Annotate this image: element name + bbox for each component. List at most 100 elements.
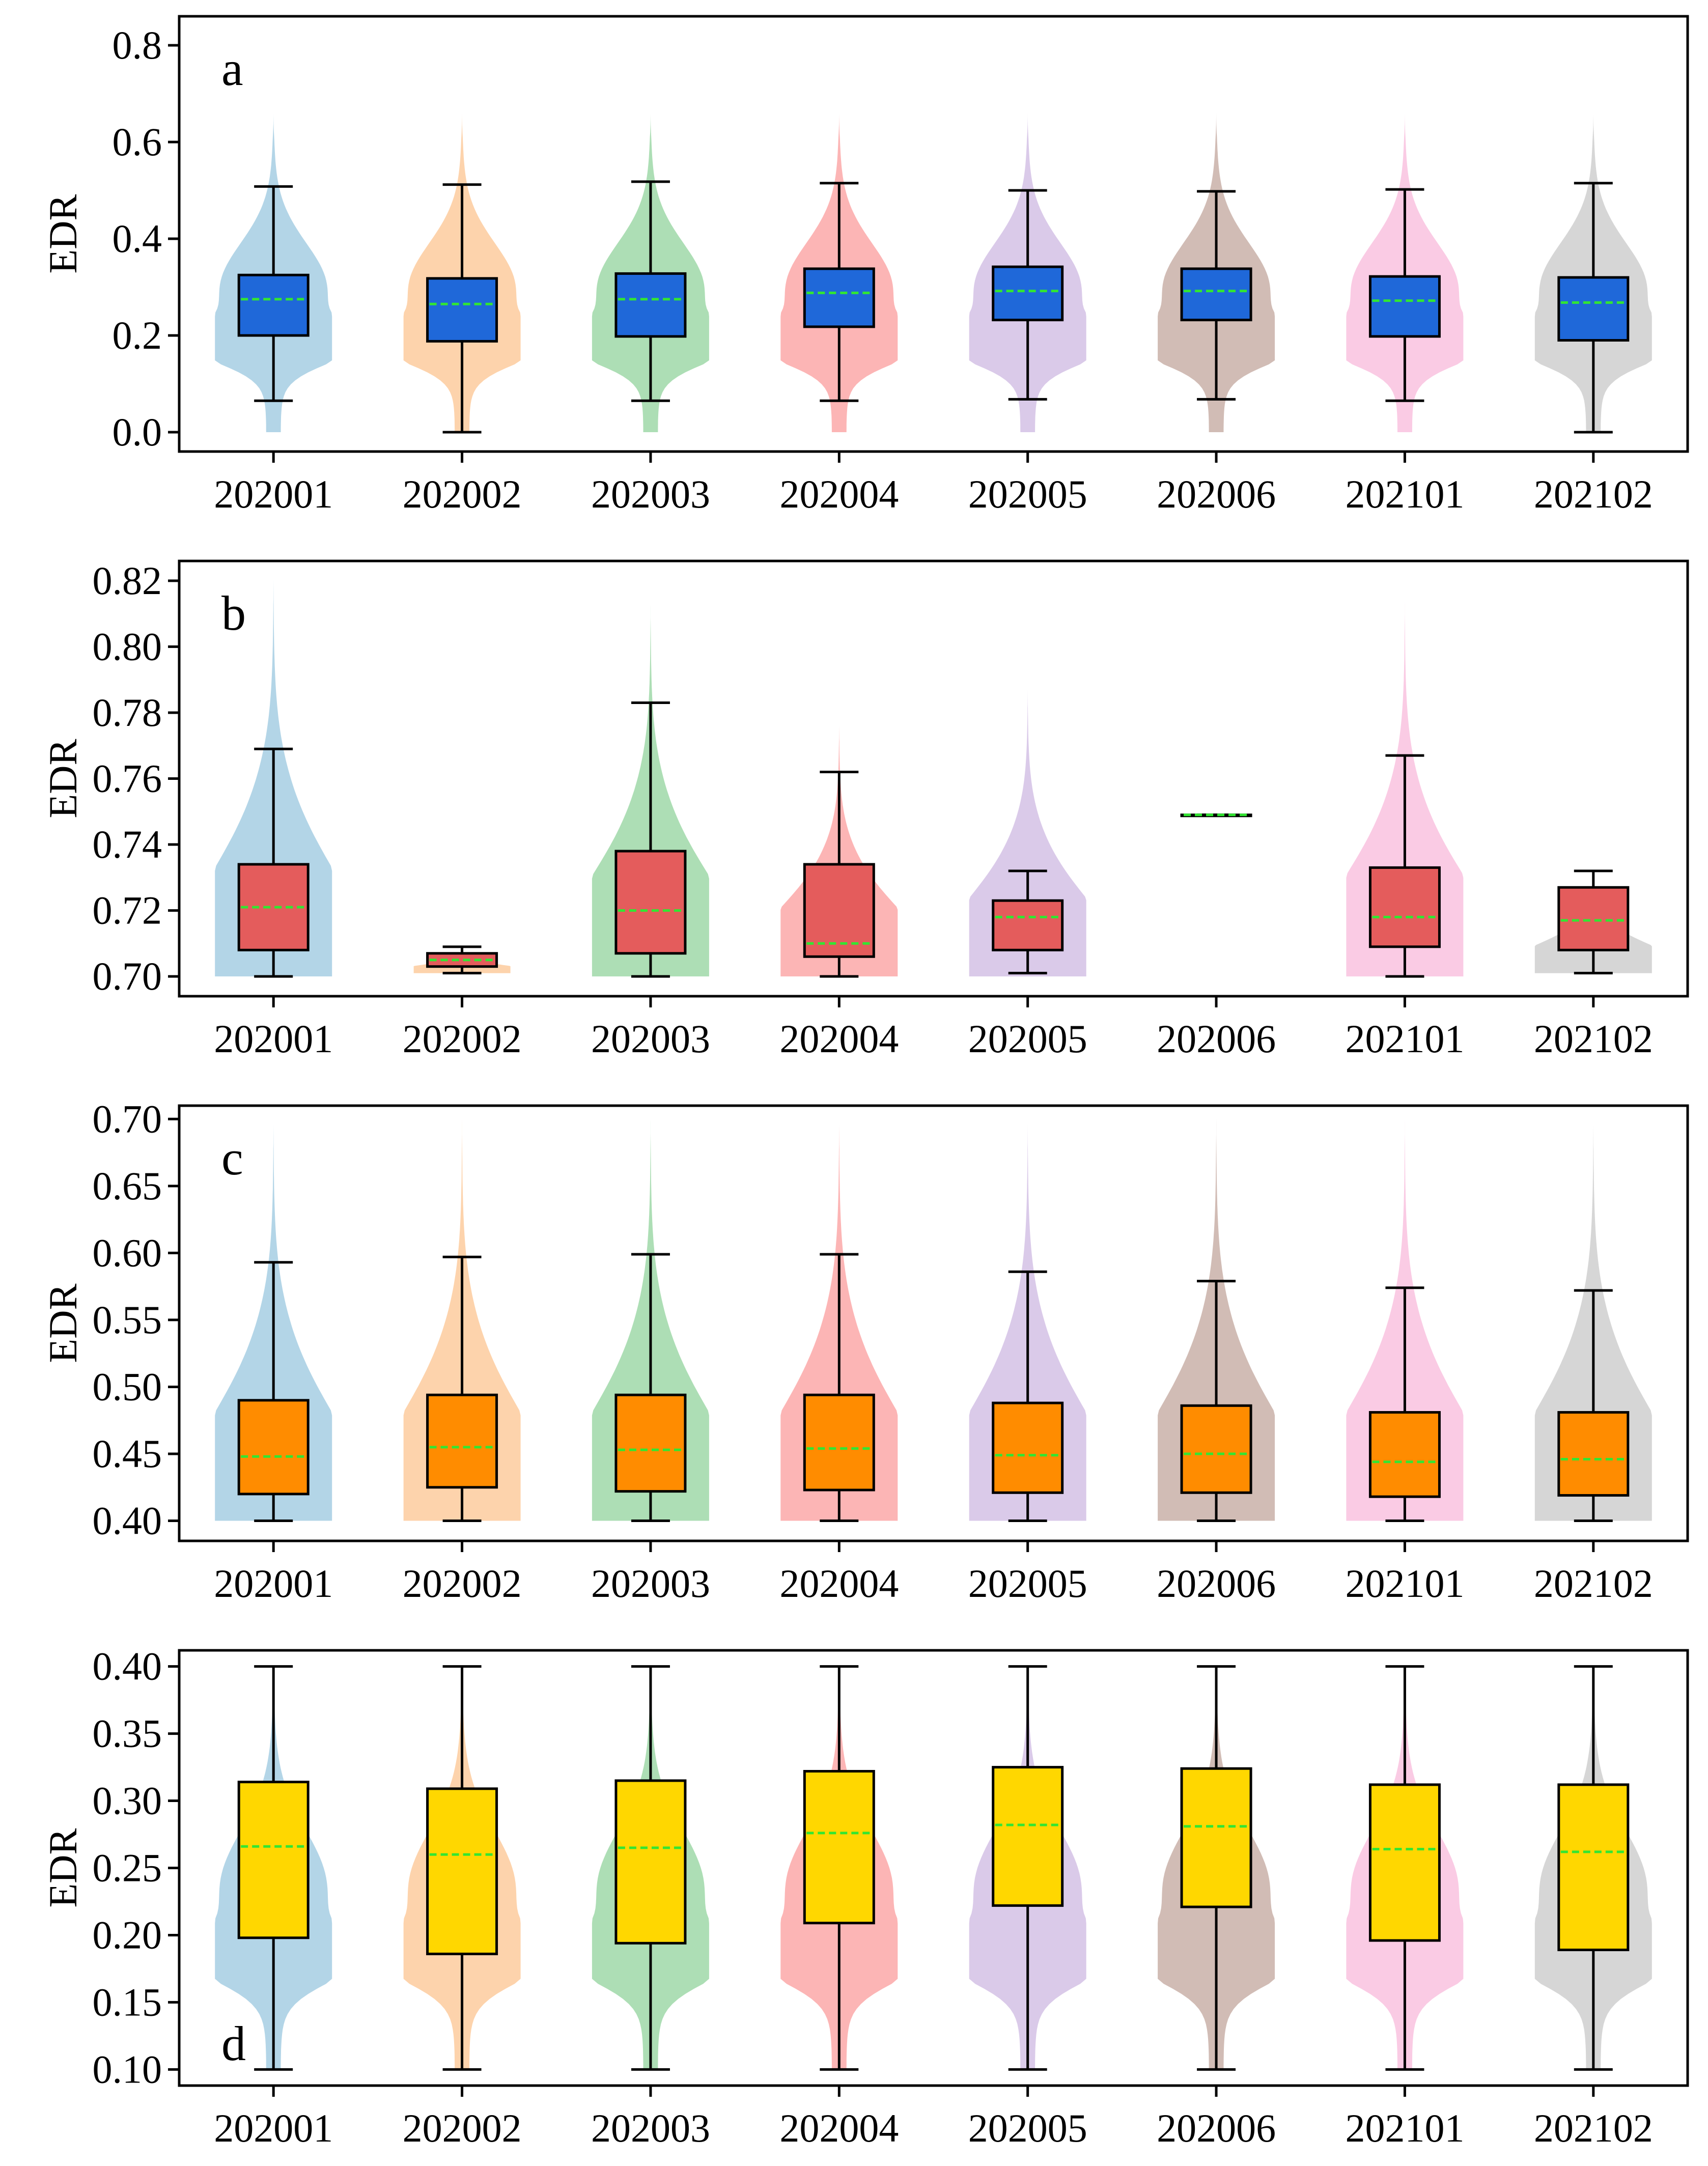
y-tick-label: 0.78 [93, 690, 162, 735]
box-202006 [1180, 267, 1252, 322]
box-202004 [803, 1393, 875, 1492]
x-tick-label: 202006 [1157, 1561, 1276, 1606]
x-tick-label: 202004 [779, 472, 899, 516]
box-202002 [426, 277, 498, 343]
panel-d: 0.10 0.15 0.20 0.25 0.30 0.35 0.40 202001 202002… [41, 1644, 1689, 2150]
y-tick-label: 0.10 [93, 2047, 162, 2091]
plot-frame [178, 1104, 1689, 1542]
box-202102 [1557, 1411, 1630, 1497]
x-tick-label: 202102 [1534, 1017, 1653, 1061]
x-tick-label: 202003 [591, 2106, 710, 2150]
box-202101 [1368, 275, 1441, 338]
x-tick-label: 202004 [779, 1561, 899, 1606]
y-tick-label: 0.15 [93, 1980, 162, 2024]
x-tick-label: 202001 [214, 2106, 333, 2150]
y-tick-label: 0.74 [93, 822, 162, 866]
box-202001 [237, 863, 310, 951]
box-202002 [426, 952, 498, 968]
y-tick-label: 0.80 [93, 624, 162, 668]
box-202003 [614, 272, 687, 338]
x-tick-label: 202005 [968, 2106, 1087, 2150]
x-tick-label: 202006 [1157, 472, 1276, 516]
box-202001 [237, 1781, 310, 1939]
y-tick-label: 0.20 [93, 1912, 162, 1957]
x-tick-label: 202005 [968, 472, 1087, 516]
box-202003 [614, 850, 687, 955]
panel-label: b [221, 586, 246, 640]
y-tick-label: 0.25 [93, 1846, 162, 1890]
x-tick-label: 202003 [591, 472, 710, 516]
x-tick-label: 202005 [968, 1017, 1087, 1061]
box-202102 [1557, 886, 1630, 951]
y-tick-label: 0.45 [93, 1431, 162, 1476]
y-tick-label: 0.8 [113, 23, 162, 67]
x-tick-label: 202101 [1345, 1561, 1464, 1606]
box-202001 [237, 1399, 310, 1496]
x-tick-label: 202101 [1345, 2106, 1464, 2150]
panel-label: d [221, 2016, 246, 2071]
box-202004 [803, 1770, 875, 1925]
box-202004 [803, 267, 875, 328]
box-202005 [992, 1401, 1064, 1494]
y-tick-label: 0.65 [93, 1164, 162, 1208]
x-tick-label: 202001 [214, 1561, 333, 1606]
plot-frame [178, 1649, 1689, 2087]
y-axis-title: EDR [41, 739, 85, 819]
y-tick-label: 0.50 [93, 1364, 162, 1409]
y-tick-label: 0.40 [93, 1644, 162, 1689]
box-202005 [992, 1766, 1064, 1907]
panel-b: 0.70 0.72 0.74 0.76 0.78 0.80 0.82 202001 202002… [41, 558, 1689, 1061]
y-axis-title: EDR [41, 1284, 85, 1363]
y-tick-label: 0.82 [93, 558, 162, 603]
y-tick-label: 0.55 [93, 1298, 162, 1342]
y-tick-label: 0.76 [93, 756, 162, 801]
y-tick-label: 0.0 [113, 410, 162, 454]
box-202101 [1368, 1783, 1441, 1942]
box-202003 [614, 1779, 687, 1945]
y-tick-label: 0.70 [93, 954, 162, 998]
y-tick-label: 0.4 [113, 216, 162, 261]
plot-frame [178, 15, 1689, 453]
x-tick-label: 202102 [1534, 2106, 1653, 2150]
panel-label: c [221, 1131, 243, 1185]
box-202005 [992, 265, 1064, 322]
x-tick-label: 202002 [403, 2106, 522, 2150]
y-tick-label: 0.2 [113, 313, 162, 357]
x-tick-label: 202004 [779, 1017, 899, 1061]
x-tick-label: 202101 [1345, 472, 1464, 516]
x-tick-label: 202003 [591, 1561, 710, 1606]
box-202101 [1368, 1411, 1441, 1498]
y-tick-label: 0.70 [93, 1096, 162, 1141]
x-tick-label: 202002 [403, 472, 522, 516]
box-202006 [1180, 1767, 1252, 1908]
y-tick-label: 0.30 [93, 1779, 162, 1823]
x-tick-label: 202001 [214, 472, 333, 516]
x-tick-label: 202001 [214, 1017, 333, 1061]
box-202006 [1180, 813, 1252, 818]
y-axis-title: EDR [41, 1829, 85, 1908]
y-tick-label: 0.40 [93, 1499, 162, 1543]
y-tick-label: 0.6 [113, 120, 162, 164]
x-tick-label: 202005 [968, 1561, 1087, 1606]
x-tick-label: 202004 [779, 2106, 899, 2150]
y-axis-title: EDR [41, 194, 85, 274]
x-tick-label: 202002 [403, 1561, 522, 1606]
box-202005 [992, 899, 1064, 951]
box-202004 [803, 863, 875, 958]
box-202001 [237, 273, 310, 337]
x-tick-label: 202102 [1534, 1561, 1653, 1606]
box-202101 [1368, 866, 1441, 948]
y-tick-label: 0.35 [93, 1711, 162, 1756]
box-202102 [1557, 276, 1630, 342]
box-202003 [614, 1393, 687, 1493]
box-202002 [426, 1787, 498, 1955]
x-tick-label: 202102 [1534, 472, 1653, 516]
x-tick-label: 202006 [1157, 1017, 1276, 1061]
x-tick-label: 202101 [1345, 1017, 1464, 1061]
x-tick-label: 202006 [1157, 2106, 1276, 2150]
box-202102 [1557, 1783, 1630, 1951]
x-tick-label: 202003 [591, 1017, 710, 1061]
y-tick-label: 0.72 [93, 888, 162, 933]
panel-label: a [221, 41, 243, 96]
